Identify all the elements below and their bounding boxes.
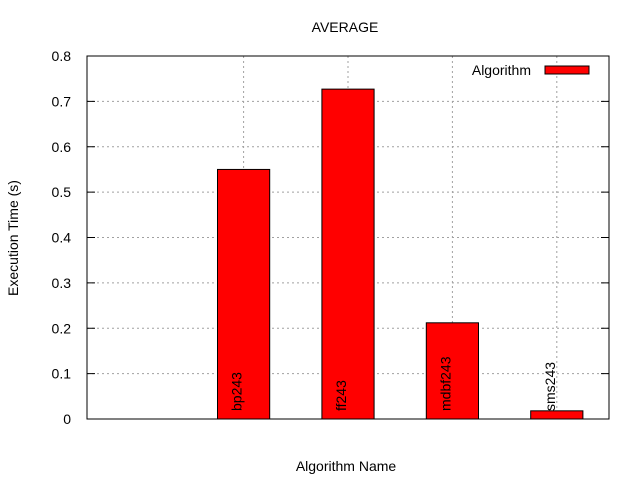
y-axis-ticks: 0 0.1 0.2 0.3 0.4 0.5 0.6 0.7 0.8 <box>52 48 609 427</box>
legend-label: Algorithm <box>472 62 531 78</box>
bar-label-mdbf243: mdbf243 <box>437 356 453 411</box>
chart-title: AVERAGE <box>312 19 379 35</box>
y-tick-label: 0.2 <box>52 320 72 336</box>
bar-ff243 <box>321 88 375 420</box>
x-axis-label: Algorithm Name <box>296 458 397 474</box>
y-tick-label: 0.5 <box>52 184 72 200</box>
y-tick-label: 0 <box>63 411 71 427</box>
y-tick-label: 0.1 <box>52 366 72 382</box>
y-axis-label: Execution Time (s) <box>5 180 21 296</box>
bar-labels: bp243 ff243 mdbf243 sms243 <box>229 356 558 411</box>
bar-label-ff243: ff243 <box>333 380 349 411</box>
y-tick-label: 0.4 <box>52 230 72 246</box>
y-tick-label: 0.8 <box>52 48 72 64</box>
legend: Algorithm <box>472 62 590 78</box>
bar-mdbf243 <box>425 322 479 420</box>
y-tick-label: 0.7 <box>52 93 72 109</box>
bar-label-bp243: bp243 <box>229 372 245 411</box>
bars <box>217 88 584 420</box>
legend-swatch <box>544 65 590 75</box>
y-tick-label: 0.3 <box>52 275 72 291</box>
bar-sms243 <box>530 410 584 420</box>
y-tick-label: 0.6 <box>52 139 72 155</box>
bar-label-sms243: sms243 <box>542 362 558 411</box>
